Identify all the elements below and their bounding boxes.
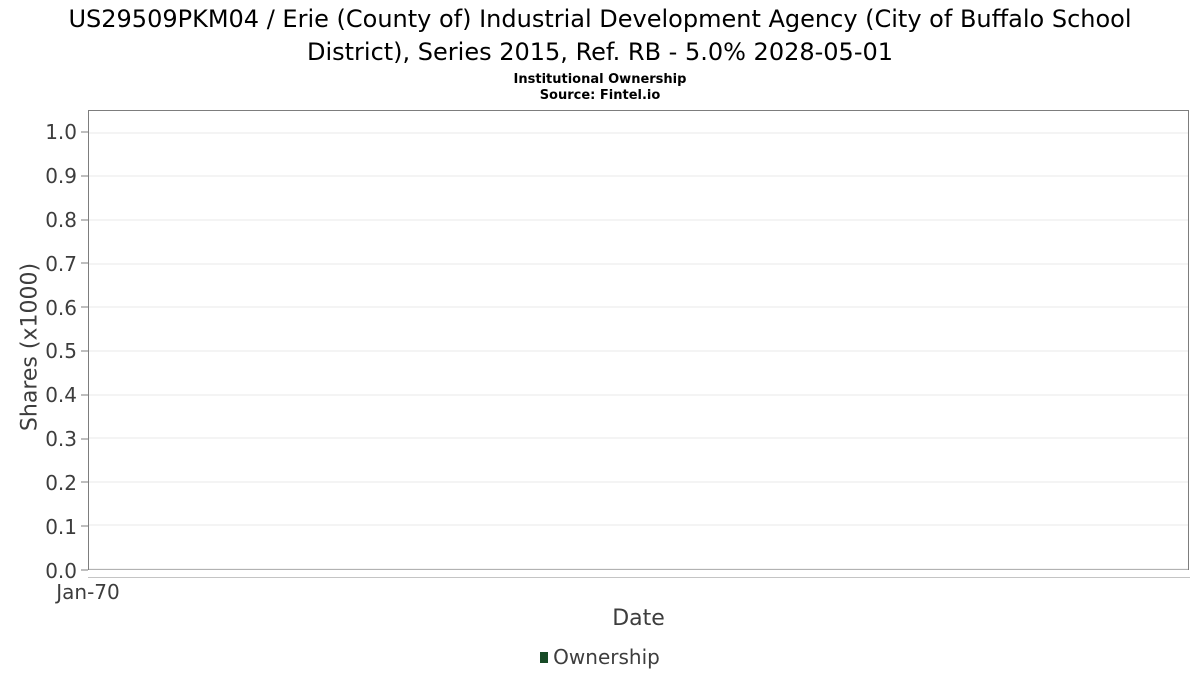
y-axis-tick-labels: 0.0 0.1 0.2 0.3 0.4 0.5 0.6 0.7 0.8 0.9 1.0	[0, 110, 77, 583]
grid-line	[89, 219, 1188, 221]
chart-title: US29509PKM04 / Erie (County of) Industri…	[68, 5, 1132, 66]
grid-line	[89, 481, 1188, 483]
grid-line	[89, 350, 1188, 352]
chart-header: US29509PKM04 / Erie (County of) Industri…	[0, 0, 1200, 103]
y-tick-label: 0.0	[45, 559, 77, 583]
y-tick-mark	[81, 525, 88, 527]
grid-line	[89, 437, 1188, 439]
y-tick-label: 0.9	[45, 163, 77, 188]
y-tick-label: 0.8	[45, 207, 77, 232]
y-tick-mark	[81, 262, 88, 264]
grid-line	[89, 263, 1188, 265]
plot-area	[88, 110, 1189, 570]
chart-subtitle: Institutional Ownership	[513, 72, 687, 87]
y-tick-label: 0.4	[45, 383, 77, 408]
grid-line	[89, 568, 1188, 570]
y-tick-mark	[81, 438, 88, 440]
y-tick-label: 0.7	[45, 251, 77, 276]
y-axis-tick-marks	[81, 110, 88, 571]
y-tick-mark	[81, 394, 88, 396]
grid-line	[89, 524, 1188, 526]
x-tick-label: Jan-70	[56, 580, 120, 604]
y-tick-label: 0.5	[45, 339, 77, 364]
y-tick-label: 1.0	[45, 119, 77, 144]
y-tick-mark	[81, 219, 88, 221]
y-tick-mark	[81, 350, 88, 352]
y-tick-label: 0.3	[45, 427, 77, 452]
grid-line	[89, 306, 1188, 308]
x-axis-line	[88, 577, 1190, 578]
chart-source: Source: Fintel.io	[539, 88, 661, 103]
y-tick-mark	[81, 306, 88, 308]
legend: Ownership	[0, 645, 1200, 669]
grid-line	[89, 132, 1188, 134]
grid-line	[89, 175, 1188, 177]
y-tick-mark	[81, 131, 88, 133]
x-axis-label: Date	[612, 606, 665, 631]
legend-swatch-icon	[540, 652, 549, 663]
grid-line	[89, 394, 1188, 396]
y-tick-label: 0.1	[45, 515, 77, 540]
x-axis-tick-labels: Jan-70	[56, 580, 1189, 604]
y-tick-mark	[81, 569, 88, 571]
legend-item-label: Ownership	[553, 645, 660, 669]
y-tick-mark	[81, 175, 88, 177]
y-tick-mark	[81, 481, 88, 483]
legend-item[interactable]: Ownership	[540, 645, 660, 669]
y-tick-label: 0.6	[45, 295, 77, 320]
y-tick-label: 0.2	[45, 471, 77, 496]
